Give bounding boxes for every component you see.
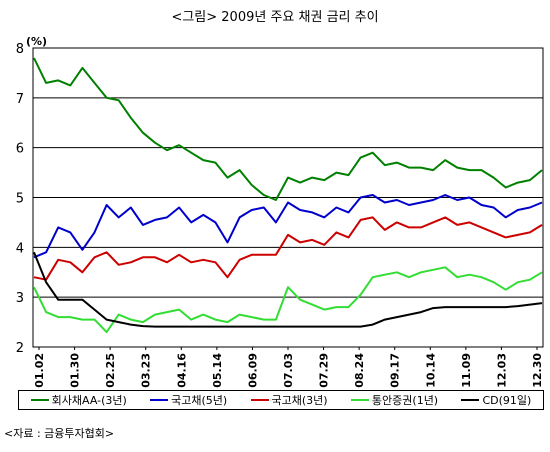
y-tick-label: 7	[16, 92, 24, 107]
x-tick-label: 12.30	[531, 353, 544, 388]
y-tick-label: 8	[16, 42, 24, 57]
source-note: <자료 : 금융투자협회>	[4, 427, 115, 440]
y-tick-label: 5	[16, 192, 24, 207]
x-tick-label: 07.03	[282, 353, 295, 388]
legend-swatch	[250, 399, 269, 401]
legend-swatch	[30, 399, 49, 401]
chart-title: <그림> 2009년 주요 채권 금리 추이	[171, 10, 379, 25]
legend-label: 회사채AA-(3년)	[51, 394, 127, 407]
legend-swatch	[350, 399, 369, 401]
line-chart: 2 3 4 5 6 7 8 01.02 01.30 02.25 03.23 04.16 05.14 06…	[16, 35, 544, 388]
y-tick-label: 3	[16, 291, 24, 306]
x-tick-label: 05.14	[211, 353, 224, 388]
legend-item: 회사채AA-(3년)	[30, 392, 127, 408]
series-lines	[33, 57, 543, 334]
x-tick-label: 12.03	[495, 353, 508, 388]
x-tick-label: 11.09	[460, 353, 473, 388]
x-tick-label: 08.24	[353, 353, 366, 388]
legend-item: 국고채(5년)	[150, 392, 227, 408]
legend-item: CD(91일)	[461, 392, 531, 408]
x-tick-label: 07.29	[318, 353, 331, 388]
legend-item: 국고채(3년)	[250, 392, 328, 408]
series-line	[33, 251, 543, 328]
x-axis: 01.02 01.30 02.25 03.23 04.16 05.14 06.09 07.03…	[33, 347, 544, 388]
x-tick-label: 03.23	[140, 353, 153, 388]
legend: 회사채AA-(3년) 국고채(5년) 국고채(3년) 통안증권(1년) CD(91일)	[18, 390, 544, 410]
legend-label: CD(91일)	[482, 394, 532, 407]
x-tick-label: 09.17	[389, 353, 402, 388]
x-tick-label: 01.02	[33, 353, 46, 388]
x-tick-label: 10.14	[424, 353, 437, 388]
legend-swatch	[461, 399, 480, 401]
x-tick-label: 06.09	[246, 353, 259, 388]
y-axis: 2 3 4 5 6 7 8	[16, 42, 24, 356]
legend-item: 통안증권(1년)	[350, 392, 439, 408]
x-tick-label: 01.30	[69, 353, 82, 388]
legend-label: 통안증권(1년)	[371, 394, 439, 407]
series-line	[33, 57, 543, 201]
x-tick-label: 04.16	[175, 353, 188, 388]
series-line	[33, 266, 543, 334]
y-tick-label: 2	[16, 341, 24, 356]
y-tick-label: 6	[16, 142, 24, 157]
x-tick-label: 02.25	[104, 353, 117, 388]
series-line	[33, 216, 543, 281]
y-tick-label: 4	[16, 241, 24, 256]
legend-swatch	[150, 399, 169, 401]
legend-label: 국고채(3년)	[271, 394, 328, 407]
y-axis-label: (%)	[26, 35, 47, 48]
series-line	[33, 194, 543, 259]
legend-label: 국고채(5년)	[171, 394, 228, 407]
